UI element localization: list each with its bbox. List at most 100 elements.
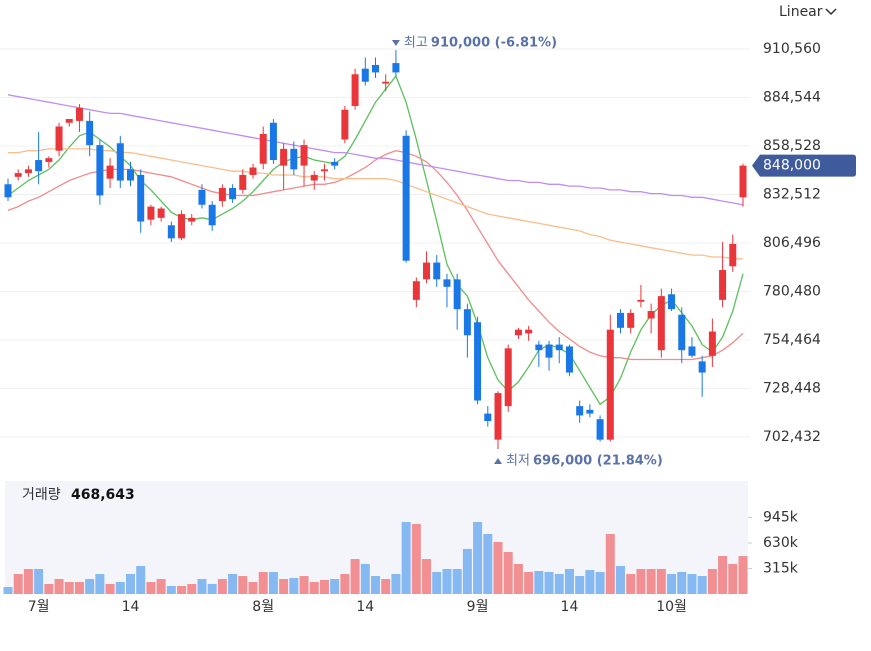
moving-average-line xyxy=(7,150,744,361)
candle-body xyxy=(729,243,737,267)
candle-body xyxy=(525,329,533,334)
candle-body xyxy=(545,344,553,358)
volume-bar xyxy=(279,579,289,594)
volume-bar xyxy=(95,574,105,594)
y-tick-label: 910,560 xyxy=(763,41,821,57)
volume-bar xyxy=(646,568,656,594)
candle-body xyxy=(565,346,573,373)
volume-bar xyxy=(401,522,411,594)
candle-body xyxy=(106,165,114,179)
x-tick-label: 14 xyxy=(356,599,374,615)
volume-bar xyxy=(350,559,360,594)
volume-bar xyxy=(534,571,544,594)
y-tick-label: 754,464 xyxy=(763,332,821,348)
volume-bar xyxy=(217,579,227,594)
volume-bar xyxy=(462,548,472,594)
candle-body xyxy=(218,188,226,202)
candle-body xyxy=(698,361,706,373)
candle-body xyxy=(382,81,390,84)
candle-body xyxy=(116,143,124,181)
y-tick-label: 832,512 xyxy=(763,187,821,203)
volume-bar xyxy=(177,585,187,594)
current-price-tag xyxy=(752,154,856,177)
volume-bar xyxy=(718,556,728,594)
candle-body xyxy=(576,406,584,416)
candle-body xyxy=(392,63,400,73)
volume-bar xyxy=(667,574,677,594)
chevron[interactable] xyxy=(825,8,837,16)
high-marker-label: 최고 xyxy=(404,36,428,51)
volume-bar xyxy=(391,574,401,594)
x-tick-label: 9월 xyxy=(467,599,489,615)
volume-bar xyxy=(564,568,574,594)
volume-bar xyxy=(187,583,197,594)
volume-bar xyxy=(228,574,238,594)
candle-body xyxy=(75,107,83,121)
volume-bar xyxy=(309,582,319,594)
candle-body xyxy=(55,126,63,151)
volume-bar xyxy=(258,571,268,594)
volume-bar xyxy=(319,579,329,594)
candle-body xyxy=(300,145,308,166)
volume-tick-label: 945k xyxy=(763,509,799,525)
candle-body xyxy=(229,188,237,200)
volume-bar xyxy=(503,551,513,594)
volume-bar xyxy=(697,576,707,594)
high-marker xyxy=(391,40,400,46)
candle-body xyxy=(708,331,716,356)
volume-bar xyxy=(728,563,738,594)
volume-title: 거래량 xyxy=(22,487,61,503)
volume-bar xyxy=(207,583,217,594)
volume-bar xyxy=(738,556,748,594)
candle-body xyxy=(361,68,369,82)
volume-bar xyxy=(105,583,115,594)
volume-bar xyxy=(330,579,340,594)
volume-bar xyxy=(575,576,585,594)
candle-body xyxy=(249,167,257,175)
volume-bar xyxy=(544,571,554,594)
volume-tick-label: 630k xyxy=(763,535,799,551)
volume-bar xyxy=(616,565,625,594)
high-marker-value: 910,000 (-6.81%) xyxy=(431,36,557,51)
scale-menu-label[interactable]: Linear xyxy=(779,4,823,20)
x-tick-label: 14 xyxy=(122,599,140,615)
volume-bar xyxy=(115,582,125,594)
x-tick-label: 7월 xyxy=(28,599,50,615)
volume-bar xyxy=(595,571,605,594)
candle-body xyxy=(280,148,288,166)
volume-bar xyxy=(452,568,462,594)
candle-body xyxy=(320,169,328,172)
volume-bar xyxy=(524,571,534,594)
volume-bar xyxy=(238,576,248,594)
candle-body xyxy=(484,413,492,422)
volume-bar xyxy=(289,577,299,594)
volume-bar xyxy=(707,568,717,594)
candle-body xyxy=(24,169,32,174)
volume-bar xyxy=(248,582,258,594)
candle-body xyxy=(86,120,94,146)
candle-body xyxy=(443,279,451,287)
candle-body xyxy=(719,270,727,300)
candle-body xyxy=(341,109,349,140)
candle-body xyxy=(617,312,624,328)
candle-body xyxy=(372,64,379,73)
candle-body xyxy=(290,148,298,170)
volume-bar xyxy=(605,534,615,594)
volume-bar xyxy=(146,582,156,594)
candle-body xyxy=(463,309,471,336)
candle-body xyxy=(453,279,461,310)
candle-body xyxy=(647,311,655,319)
candle-body xyxy=(208,204,216,226)
candle-body xyxy=(668,294,676,310)
candle-body xyxy=(259,133,267,164)
moving-average-line xyxy=(7,74,744,406)
volume-bar xyxy=(74,582,84,594)
candle-body xyxy=(178,214,186,239)
candle-body xyxy=(688,346,696,356)
candle-body xyxy=(657,296,665,351)
candle-body xyxy=(514,329,522,336)
moving-average-line xyxy=(8,148,743,260)
scale-menu[interactable]: Linear xyxy=(779,4,837,20)
y-tick-label: 780,480 xyxy=(763,284,821,300)
